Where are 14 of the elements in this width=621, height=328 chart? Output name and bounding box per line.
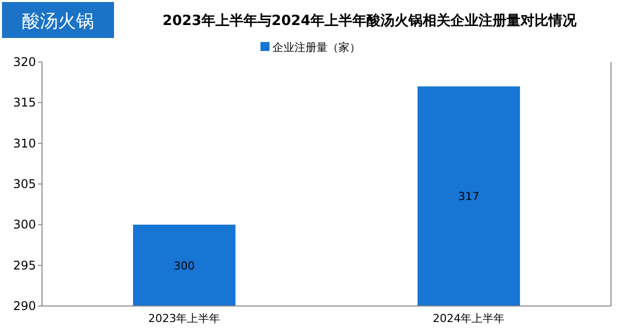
legend-label: 企业注册量（家）	[272, 41, 360, 54]
text: 酸汤火锅	[22, 11, 94, 32]
y-tick-label: 290	[13, 299, 36, 313]
y-tick-label: 320	[13, 55, 36, 69]
data-label: 317	[458, 190, 480, 204]
y-tick-label: 315	[13, 96, 36, 110]
x-tick-label: 2023年上半年	[148, 312, 220, 325]
y-tick-label: 295	[13, 258, 36, 272]
data-label: 300	[174, 259, 195, 272]
y-tick-label: 300	[13, 218, 36, 232]
y-tick-label: 310	[13, 136, 36, 150]
chart-title: 2023年上半年与2024年上半年酸汤火锅相关企业注册量对比情况	[162, 12, 578, 29]
x-tick-label: 2024年上半年	[432, 312, 505, 325]
y-tick-label: 305	[13, 177, 36, 191]
